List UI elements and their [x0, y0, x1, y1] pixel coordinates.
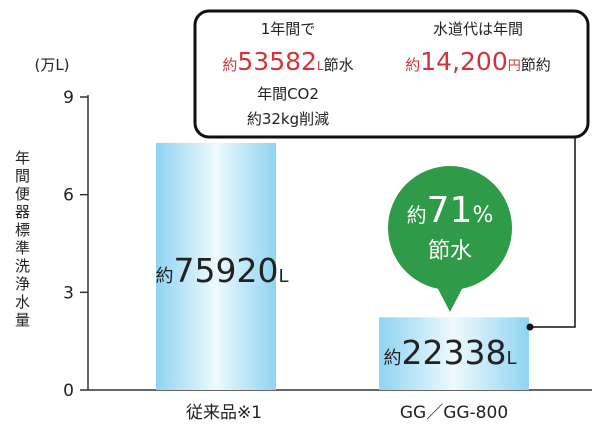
annotation-text: 水道代は年間	[433, 20, 523, 38]
connector-dot	[526, 323, 534, 331]
y-tick-label: 6	[63, 186, 74, 206]
value-label: 約75920L	[155, 251, 288, 290]
annotation-part: L	[317, 59, 324, 73]
bar	[156, 142, 276, 390]
annotation-text: 1年間で	[261, 20, 316, 38]
annotation-part: 53582	[237, 47, 317, 76]
plot: 0 3 6 9 従来品※1 約75920L GG／GG-800 約22338L	[63, 88, 592, 423]
y-tick-label: 0	[63, 381, 74, 401]
bubble-part: 約	[407, 203, 427, 227]
y-tick-label: 9	[63, 88, 74, 108]
bubble-text: 約71%	[407, 190, 494, 231]
y-tick-label: 3	[63, 283, 74, 303]
bar	[379, 317, 529, 390]
annotation-text: 約53582L節水	[222, 47, 353, 76]
annotation-part: 円	[508, 59, 521, 74]
annotation-part: 約	[222, 56, 237, 74]
x-tick-label: 従来品※1	[186, 403, 262, 423]
bubble-circle	[388, 166, 512, 290]
bubble-part: %	[472, 203, 493, 228]
annotation-box	[193, 9, 590, 139]
bubble-text: 節水	[428, 239, 472, 264]
bubble: 約71% 節水	[388, 166, 512, 312]
annotation-part: 節約	[521, 56, 551, 74]
x-tick-label: GG／GG-800	[400, 403, 508, 423]
annotation-text: 約14,200円節約	[405, 47, 551, 76]
annotation-text: 約32kg削減	[247, 110, 329, 128]
bubble-part: 71	[427, 190, 473, 231]
annotation-text: 年間CO2	[257, 85, 319, 103]
connector	[530, 137, 576, 328]
y-axis-title: 年間便器標準洗浄水量	[13, 150, 31, 330]
value-label: 約22338L	[383, 333, 516, 372]
bubble-tail	[436, 285, 464, 312]
y-unit: (万L)	[34, 56, 69, 74]
annotation-part: 14,200	[420, 47, 507, 76]
annotation-part: 節水	[324, 56, 354, 74]
annotation-part: 約	[405, 56, 420, 74]
